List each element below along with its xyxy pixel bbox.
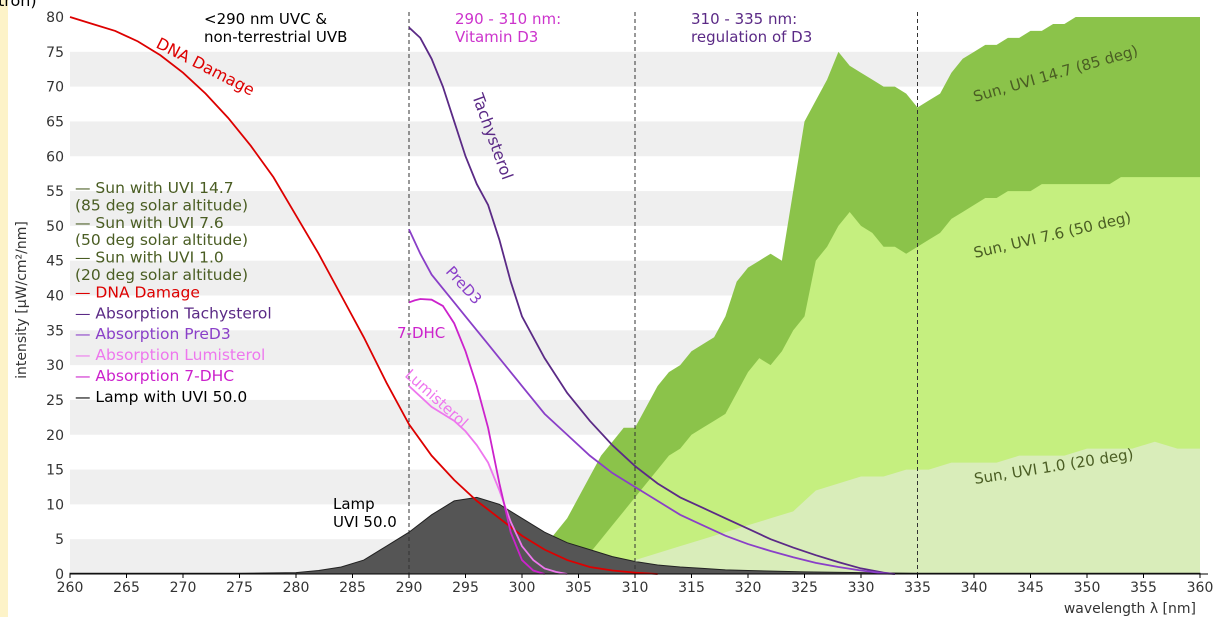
- legend-item: — Absorption Lumisterol: [75, 346, 265, 364]
- x-tick-label: 305: [565, 580, 592, 596]
- y-tick-label: 0: [55, 567, 64, 583]
- y-tick-label: 70: [46, 80, 64, 96]
- line-tachysterol: [408, 26, 896, 575]
- legend-item: (50 deg solar altitude): [75, 231, 248, 249]
- region-dividers: [408, 12, 918, 574]
- legend-item: — Absorption Tachysterol: [75, 304, 272, 322]
- y-tick-label: 50: [46, 219, 64, 235]
- y-tick-label: 5: [55, 532, 64, 548]
- x-tick-label: 275: [226, 580, 253, 596]
- y-tick-label: 80: [46, 10, 64, 26]
- x-tick-label: 325: [791, 580, 818, 596]
- legend-item: — DNA Damage: [75, 283, 200, 301]
- line-lumisterol: [408, 385, 568, 575]
- series-label: 7-DHC: [397, 324, 445, 342]
- x-tick-label: 345: [1017, 580, 1044, 596]
- x-tick-label: 300: [509, 580, 536, 596]
- legend-item: — Sun with UVI 1.0: [75, 249, 224, 267]
- region-label: <290 nm UVC &: [204, 10, 327, 28]
- x-tick-label: 310: [622, 580, 649, 596]
- line-7-dhc: [408, 298, 545, 575]
- region-label: non-terrestrial UVB: [204, 28, 347, 46]
- series-label: Lamp: [333, 495, 375, 513]
- legend-item: (85 deg solar altitude): [75, 196, 248, 214]
- legend-item: — Sun with UVI 7.6: [75, 214, 224, 232]
- x-tick-label: 315: [678, 580, 705, 596]
- line-series: [69, 16, 896, 575]
- y-tick-label: 25: [46, 393, 64, 409]
- x-tick-label: 280: [283, 580, 310, 596]
- cropped-title-fragment: tron): [0, 0, 37, 10]
- y-tick-label: 35: [46, 323, 64, 339]
- legend-item: (20 deg solar altitude): [75, 266, 248, 284]
- y-tick-label: 40: [46, 289, 64, 305]
- area-sun-uvi-1-0-20-deg: [612, 441, 1200, 574]
- y-tick-label: 30: [46, 358, 64, 374]
- legend-item: — Sun with UVI 14.7: [75, 179, 234, 197]
- region-label: 310 - 335 nm:: [691, 10, 797, 28]
- x-tick-label: 290: [396, 580, 423, 596]
- area-series: [69, 17, 1201, 575]
- series-label: UVI 50.0: [333, 513, 397, 531]
- x-tick-label: 360: [1187, 580, 1214, 596]
- x-tick-label: 270: [170, 580, 197, 596]
- x-tick-label: 260: [57, 580, 84, 596]
- legend-item: — Absorption PreD3: [75, 325, 231, 343]
- y-tick-label: 65: [46, 114, 64, 130]
- line-dna-damage: [69, 16, 658, 575]
- region-label: regulation of D3: [691, 28, 812, 46]
- x-tick-label: 295: [452, 580, 479, 596]
- region-label: 290 - 310 nm:: [455, 10, 561, 28]
- legend-item: — Absorption 7-DHC: [75, 367, 234, 385]
- side-strip: [0, 0, 8, 617]
- axes: 260 265 270 275 280 285 290 295 300 305 310 315 320 3…: [46, 10, 1213, 596]
- x-tick-label: 340: [961, 580, 988, 596]
- x-tick-label: 285: [339, 580, 366, 596]
- y-tick-label: 15: [46, 463, 64, 479]
- x-tick-label: 320: [735, 580, 762, 596]
- x-tick-label: 355: [1130, 580, 1157, 596]
- x-tick-label: 330: [848, 580, 875, 596]
- area-lamp-uvi-50-0: [69, 496, 1201, 575]
- legend-item: — Lamp with UVI 50.0: [75, 388, 247, 406]
- x-tick-label: 265: [113, 580, 140, 596]
- x-axis-label: wavelength λ [nm]: [1064, 601, 1196, 617]
- y-tick-label: 60: [46, 149, 64, 165]
- y-tick-label: 10: [46, 497, 64, 513]
- x-tick-label: 350: [1074, 580, 1101, 596]
- y-tick-label: 55: [46, 184, 64, 200]
- y-tick-label: 75: [46, 45, 64, 61]
- line-pred3: [408, 228, 895, 575]
- y-tick-label: 20: [46, 428, 64, 444]
- y-tick-label: 45: [46, 254, 64, 270]
- y-axis-label: intensity [µW/cm²/nm]: [14, 221, 30, 379]
- x-tick-label: 335: [904, 580, 931, 596]
- region-label: Vitamin D3: [455, 28, 538, 46]
